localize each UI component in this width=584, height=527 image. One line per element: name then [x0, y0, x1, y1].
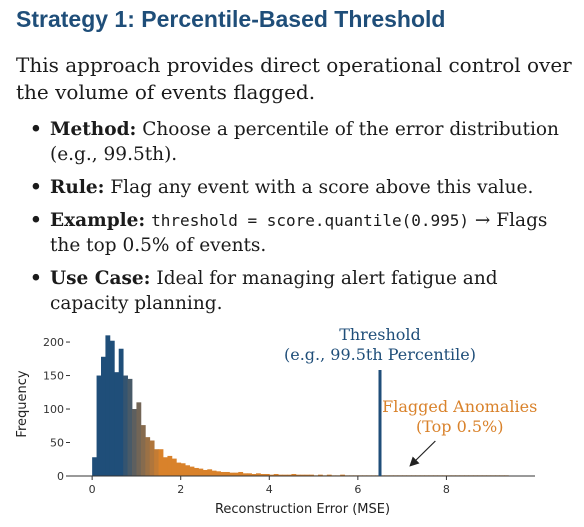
- histogram-bar: [225, 471, 230, 476]
- histogram-chart: 0 50 100 150 200 0 2 4 6 8 Threshold (e.g., 99.5…: [15, 325, 537, 517]
- bullet-example-code: threshold = score.quantile(0.995): [151, 211, 470, 230]
- histogram-bar: [247, 473, 252, 476]
- histogram-bar: [149, 440, 155, 476]
- bullet-list: Method: Choose a percentile of the error…: [30, 117, 575, 324]
- histogram-bar: [132, 409, 137, 476]
- histogram-bar: [118, 348, 124, 476]
- intro-text: This approach provides direct operationa…: [16, 53, 572, 104]
- histogram-bar: [101, 356, 106, 476]
- histogram-bar: [220, 471, 226, 476]
- bullet-rule-label: Rule:: [50, 177, 105, 198]
- histogram-bar: [163, 457, 168, 476]
- flagged-label: Flagged Anomalies: [382, 397, 537, 416]
- x-tick-label: 0: [89, 483, 96, 496]
- y-tick-label: 150: [43, 370, 64, 383]
- histogram-bar: [318, 474, 323, 476]
- histogram-bar: [291, 473, 297, 476]
- histogram-bar: [242, 473, 248, 476]
- histogram-bar: [92, 457, 97, 476]
- bullet-rule: Rule: Flag any event with a score above …: [30, 175, 575, 200]
- histogram-bar: [207, 469, 213, 476]
- histogram-bar: [300, 474, 306, 476]
- histogram-bar: [158, 449, 164, 476]
- bullet-use-case: Use Case: Ideal for managing alert fatig…: [30, 266, 575, 316]
- histogram-bar: [194, 467, 199, 476]
- threshold-sublabel: (e.g., 99.5th Percentile): [284, 345, 476, 364]
- histogram-bar: [273, 473, 279, 476]
- histogram-bar: [123, 375, 128, 476]
- x-tick-label: 4: [266, 483, 273, 496]
- histogram-bar: [140, 425, 146, 476]
- y-tick-label: 200: [43, 336, 64, 349]
- histogram-bar: [282, 474, 288, 476]
- histogram-bar: [154, 449, 159, 476]
- bullet-use-case-label: Use Case:: [50, 268, 151, 289]
- bullet-example-label: Example:: [50, 210, 146, 231]
- histogram-bar: [287, 474, 292, 476]
- x-tick-label: 6: [354, 483, 361, 496]
- histogram-bar: [114, 372, 120, 476]
- histogram-bar: [145, 437, 151, 476]
- histogram-bar: [269, 474, 275, 476]
- histogram-bar: [202, 469, 208, 476]
- histogram-bar: [295, 474, 301, 476]
- histogram-bar: [127, 378, 133, 476]
- histogram-bar: [260, 473, 266, 476]
- histogram-bar: [309, 474, 314, 476]
- bullet-example: Example: threshold = score.quantile(0.99…: [30, 208, 575, 258]
- x-tick-label: 8: [443, 483, 450, 496]
- bullet-use-case-text: Ideal for managing alert fatigue and cap…: [50, 268, 498, 314]
- histogram-bar: [109, 340, 115, 476]
- histogram-bar: [304, 474, 310, 476]
- histogram-bars: [92, 335, 509, 476]
- histogram-bar: [176, 462, 182, 476]
- histogram-bar: [256, 473, 261, 476]
- histogram-bar: [189, 466, 195, 476]
- threshold-label: Threshold: [339, 325, 421, 344]
- histogram-bar: [326, 474, 332, 476]
- y-tick-label: 0: [57, 470, 64, 483]
- x-axis-ticks: 0 2 4 6 8: [89, 476, 450, 496]
- bullet-method-text: Choose a percentile of the error distrib…: [50, 119, 559, 165]
- y-tick-label: 100: [43, 403, 64, 416]
- histogram-bar: [229, 472, 235, 476]
- histogram-bar: [198, 468, 204, 476]
- histogram-bar: [167, 455, 173, 476]
- histogram-bar: [340, 474, 345, 476]
- bullet-rule-text: Flag any event with a score above this v…: [104, 177, 534, 198]
- bullet-example-text: → Flags the top 0.5% of events.: [50, 210, 548, 256]
- histogram-bar: [233, 472, 239, 476]
- histogram-bar: [185, 465, 190, 476]
- histogram-bar: [251, 473, 257, 476]
- x-axis-label: Reconstruction Error (MSE): [215, 502, 390, 517]
- y-axis-ticks: 0 50 100 150 200: [43, 336, 70, 483]
- histogram-bar: [211, 470, 217, 476]
- x-tick-label: 2: [177, 483, 184, 496]
- bullet-method-label: Method:: [50, 119, 137, 140]
- y-tick-label: 50: [50, 437, 64, 450]
- y-axis-label: Frequency: [15, 370, 30, 437]
- histogram-bar: [238, 471, 244, 476]
- histogram-bar: [171, 458, 177, 476]
- histogram-bar: [264, 473, 270, 476]
- histogram-bar: [278, 474, 283, 476]
- histogram-bar: [105, 335, 111, 476]
- flagged-arrow: [409, 440, 436, 467]
- histogram-bar: [96, 375, 102, 476]
- page-title: Strategy 1: Percentile-Based Threshold: [16, 6, 446, 32]
- histogram-bar: [136, 402, 142, 476]
- histogram-bar: [216, 471, 221, 476]
- bullet-method: Method: Choose a percentile of the error…: [30, 117, 575, 167]
- histogram-bar: [180, 463, 186, 476]
- flagged-sublabel: (Top 0.5%): [416, 417, 504, 436]
